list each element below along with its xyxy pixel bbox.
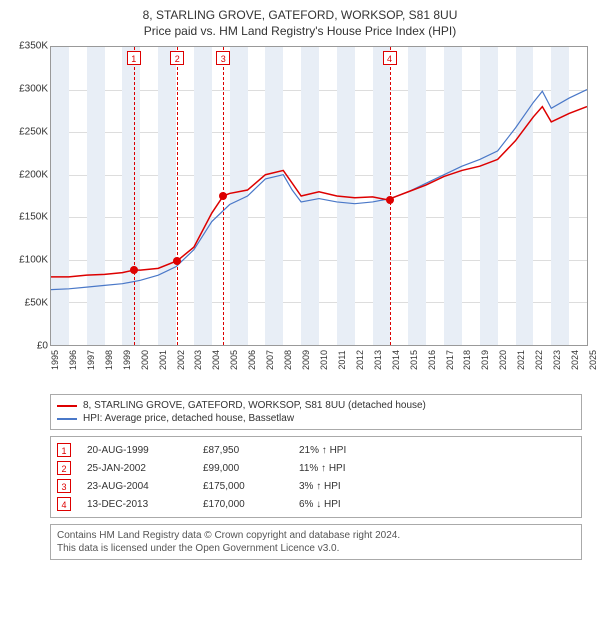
event-date: 13-DEC-2013 [87,499,187,510]
legend: 8, STARLING GROVE, GATEFORD, WORKSOP, S8… [50,394,582,430]
marker-label: 4 [383,51,397,65]
y-tick-label: £150K [19,212,48,223]
chart: £0£50K£100K£150K£200K£250K£300K£350K 123… [8,46,592,366]
legend-swatch [57,405,77,407]
series-property [51,107,587,277]
x-tick-label: 2005 [229,350,239,370]
footer-line1: Contains HM Land Registry data © Crown c… [57,529,575,542]
event-badge: 3 [57,479,71,493]
x-tick-label: 2014 [391,350,401,370]
x-tick-label: 2012 [355,350,365,370]
y-tick-label: £250K [19,126,48,137]
marker-dot [386,196,394,204]
event-row: 1 20-AUG-1999 £87,950 21% ↑ HPI [57,441,575,459]
x-tick-label: 2009 [301,350,311,370]
event-date: 20-AUG-1999 [87,445,187,456]
event-row: 2 25-JAN-2002 £99,000 11% ↑ HPI [57,459,575,477]
line-layer [51,47,587,345]
x-tick-label: 2020 [498,350,508,370]
event-badge: 2 [57,461,71,475]
event-pct: 3% ↑ HPI [299,481,389,492]
x-tick-label: 1998 [104,350,114,370]
event-row: 4 13-DEC-2013 £170,000 6% ↓ HPI [57,495,575,513]
event-table: 1 20-AUG-1999 £87,950 21% ↑ HPI 2 25-JAN-2002… [50,436,582,518]
x-tick-label: 2003 [193,350,203,370]
event-price: £87,950 [203,445,283,456]
y-tick-label: £300K [19,83,48,94]
y-tick-label: £350K [19,41,48,52]
legend-row: HPI: Average price, detached house, Bass… [57,412,575,425]
x-tick-label: 2017 [445,350,455,370]
x-tick-label: 2006 [247,350,257,370]
event-pct: 21% ↑ HPI [299,445,389,456]
event-badge: 4 [57,497,71,511]
y-tick-label: £0 [37,341,48,352]
event-price: £175,000 [203,481,283,492]
y-tick-label: £50K [25,298,48,309]
x-tick-label: 2015 [409,350,419,370]
event-date: 25-JAN-2002 [87,463,187,474]
plot-area: 1 2 3 4 [50,46,588,346]
y-tick-label: £100K [19,255,48,266]
marker-dot [173,257,181,265]
event-badge: 1 [57,443,71,457]
x-tick-label: 2004 [211,350,221,370]
footer-line2: This data is licensed under the Open Gov… [57,542,575,555]
x-tick-label: 1996 [68,350,78,370]
y-tick-label: £200K [19,169,48,180]
marker-line [134,47,135,345]
x-tick-label: 2008 [283,350,293,370]
marker-line [177,47,178,345]
chart-subtitle: Price paid vs. HM Land Registry's House … [8,24,592,38]
marker-label: 3 [216,51,230,65]
footer: Contains HM Land Registry data © Crown c… [50,524,582,560]
x-tick-label: 1997 [86,350,96,370]
legend-row: 8, STARLING GROVE, GATEFORD, WORKSOP, S8… [57,399,575,412]
x-tick-label: 1999 [122,350,132,370]
x-tick-label: 2021 [516,350,526,370]
x-tick-label: 2024 [570,350,580,370]
x-tick-label: 2011 [337,350,347,369]
marker-dot [219,192,227,200]
x-tick-label: 2019 [480,350,490,370]
x-tick-label: 2013 [373,350,383,370]
event-price: £99,000 [203,463,283,474]
event-pct: 6% ↓ HPI [299,499,389,510]
x-tick-label: 1995 [50,350,60,370]
event-date: 23-AUG-2004 [87,481,187,492]
marker-dot [130,266,138,274]
x-tick-label: 2001 [158,350,168,370]
legend-swatch [57,418,77,420]
series-hpi [51,90,587,290]
y-axis: £0£50K£100K£150K£200K£250K£300K£350K [8,46,50,346]
event-row: 3 23-AUG-2004 £175,000 3% ↑ HPI [57,477,575,495]
x-tick-label: 2022 [534,350,544,370]
legend-label: 8, STARLING GROVE, GATEFORD, WORKSOP, S8… [83,400,426,411]
x-tick-label: 2010 [319,350,329,370]
legend-label: HPI: Average price, detached house, Bass… [83,413,294,424]
marker-label: 1 [127,51,141,65]
chart-title: 8, STARLING GROVE, GATEFORD, WORKSOP, S8… [8,8,592,22]
x-tick-label: 2018 [462,350,472,370]
x-tick-label: 2025 [588,350,598,370]
x-tick-label: 2007 [265,350,275,370]
event-price: £170,000 [203,499,283,510]
x-tick-label: 2000 [140,350,150,370]
x-tick-label: 2016 [427,350,437,370]
x-tick-label: 2002 [176,350,186,370]
marker-label: 2 [170,51,184,65]
x-axis: 1995199619971998199920002001200220032004… [50,346,588,366]
event-pct: 11% ↑ HPI [299,463,389,474]
x-tick-label: 2023 [552,350,562,370]
